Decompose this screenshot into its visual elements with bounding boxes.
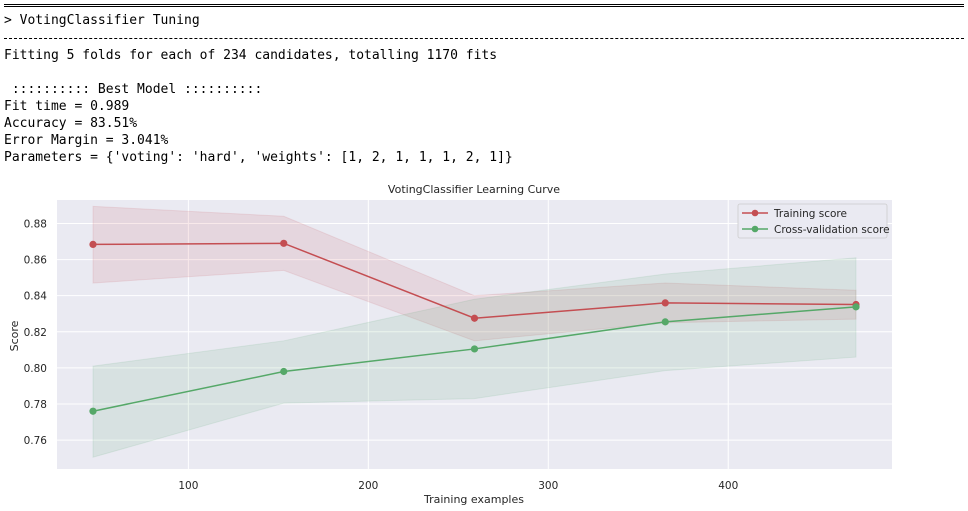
cv-score-point [852,303,860,311]
cv-score-point [89,407,97,415]
cv-score-point [661,318,669,326]
legend-marker-cv [751,225,759,233]
legend-box [737,203,888,239]
y-tick-label: 0.86 [24,255,48,267]
training-score-point [661,299,669,307]
x-axis-label: Training examples [423,493,524,506]
output-separator-dashed [4,38,964,39]
fitting-line: Fitting 5 folds for each of 234 candidat… [4,48,498,63]
x-tick-label: 200 [358,480,378,492]
parameters-line: Parameters = {'voting': 'hard', 'weights… [4,150,513,165]
legend-label-training: Training score [773,208,847,220]
y-tick-label: 0.78 [24,399,47,411]
fit-time-line: Fit time = 0.989 [4,99,130,114]
training-score-point [280,239,288,247]
y-axis-label: Score [8,320,21,351]
best-model-heading: :::::::::: Best Model :::::::::: [4,82,263,97]
output-header: > VotingClassifier Tuning [4,13,200,28]
accuracy-line: Accuracy = 83.51% [4,116,138,131]
cv-score-point [470,345,479,353]
training-score-point [470,314,479,322]
cv-score-point [280,367,288,376]
x-tick-label: 400 [718,480,738,492]
legend-label-cv: Cross-validation score [774,224,890,236]
y-tick-label: 0.84 [24,291,48,303]
x-tick-label: 300 [538,480,558,492]
chart-title: VotingClassifier Learning Curve [388,183,560,196]
legend: Training score Cross-validation score [737,203,890,239]
error-margin-line: Error Margin = 3.041% [4,133,169,148]
plot-area [57,200,892,469]
output-separator-double [4,4,964,7]
training-score-point [89,240,97,249]
legend-marker-training [751,209,759,217]
y-tick-label: 0.76 [24,435,48,447]
x-tick-label: 100 [178,480,198,492]
y-tick-label: 0.82 [24,327,47,339]
y-tick-label: 0.88 [24,218,47,230]
y-tick-label: 0.80 [24,363,47,375]
cv-score-band [92,257,857,458]
